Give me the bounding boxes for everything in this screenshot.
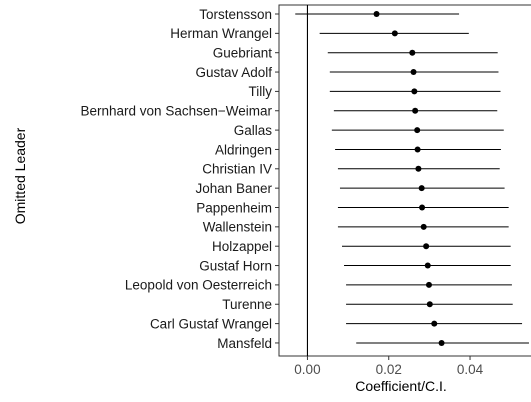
point-estimate	[415, 165, 422, 172]
leader-label: Torstensson	[199, 7, 272, 22]
leader-label: Herman Wrangel	[170, 26, 272, 41]
plot-area: 0.00 0.02 0.04 Torstensson Herman Wrangel Gue…	[81, 4, 531, 377]
leader-label: Gallas	[234, 123, 273, 138]
point-estimate	[420, 223, 427, 230]
point-estimate	[419, 204, 426, 211]
leader-label: Turenne	[222, 297, 272, 312]
point-estimate	[423, 243, 430, 250]
point-estimate	[373, 11, 380, 17]
point-estimate	[425, 281, 432, 288]
point-estimate	[431, 320, 438, 327]
point-estimate	[426, 301, 433, 308]
y-axis-title: Omitted Leader	[12, 127, 28, 224]
leader-label: Wallenstein	[203, 220, 272, 235]
leader-label: Leopold von Oesterreich	[125, 278, 272, 293]
leader-label: Guebriant	[213, 46, 273, 61]
point-estimate	[414, 127, 421, 134]
leader-label: Aldringen	[215, 142, 272, 157]
point-estimate	[391, 30, 398, 37]
x-tick-label: 0.02	[376, 362, 402, 377]
leader-label: Carl Gustaf Wrangel	[150, 316, 272, 331]
leader-label: Bernhard von Sachsen−Weimar	[81, 104, 273, 119]
point-estimate	[418, 185, 425, 192]
leader-label: Tilly	[249, 84, 273, 99]
plot-panel-border	[278, 4, 531, 357]
point-estimate	[412, 107, 419, 114]
x-tick-label: 0.04	[457, 362, 484, 377]
x-tick-label: 0.00	[294, 362, 320, 377]
point-estimate	[414, 146, 421, 153]
leader-label: Holzappel	[212, 239, 272, 254]
point-estimate	[410, 69, 417, 76]
point-estimate	[424, 262, 431, 269]
leader-label: Gustaf Horn	[199, 258, 272, 273]
point-estimate	[438, 339, 445, 346]
leader-label: Christian IV	[202, 162, 272, 177]
leader-label: Gustav Adolf	[195, 65, 272, 80]
leader-label: Mansfeld	[217, 336, 272, 351]
leader-label: Pappenheim	[196, 200, 272, 215]
leader-label: Johan Baner	[195, 181, 272, 196]
x-axis-title: Coefficient/C.I.	[355, 378, 447, 394]
point-estimate	[409, 49, 416, 56]
point-estimate	[411, 88, 418, 95]
